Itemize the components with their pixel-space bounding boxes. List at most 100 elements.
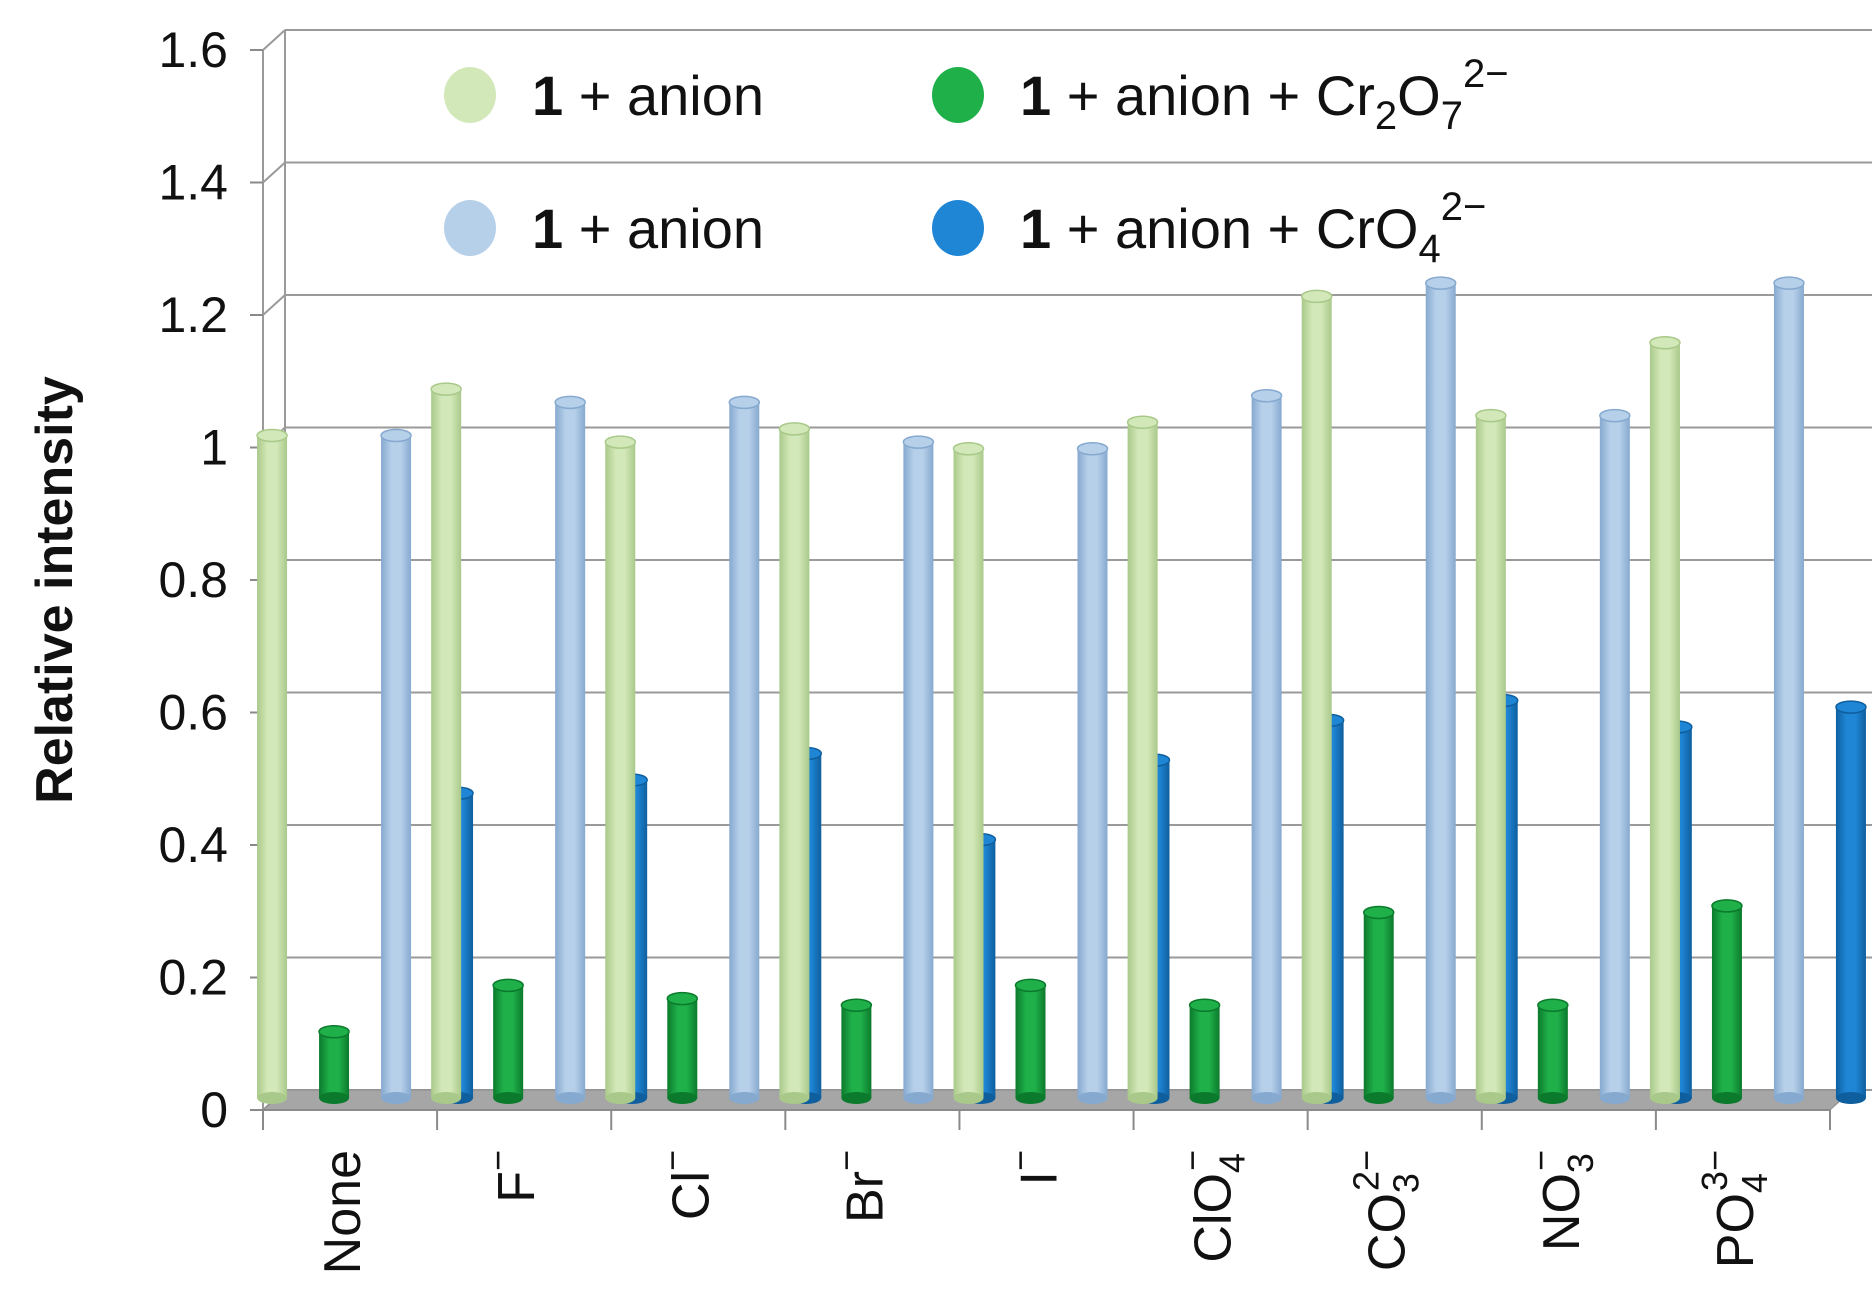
x-tick-label: PO43−	[1694, 1150, 1775, 1268]
bar-top	[604, 435, 637, 449]
bar-base	[431, 1092, 462, 1104]
bar-base	[729, 1092, 760, 1104]
bar	[1537, 998, 1569, 1104]
bar	[1014, 978, 1047, 1104]
bar-body	[1835, 707, 1866, 1098]
legend-marker	[444, 67, 496, 123]
legend-item: 1 + anion	[444, 64, 764, 127]
bar	[1362, 905, 1395, 1104]
legend-label: 1 + anion + Cr2O72−	[1020, 52, 1509, 138]
grid	[262, 29, 1872, 1111]
bar-top	[1300, 289, 1333, 304]
bar	[1188, 998, 1221, 1104]
bar-body	[1425, 283, 1456, 1098]
y-tick-label: 1.4	[158, 155, 228, 211]
legend-label: 1 + anion	[532, 197, 764, 260]
bar	[492, 978, 524, 1104]
bar-body	[1649, 342, 1680, 1098]
bar-base	[667, 1092, 698, 1104]
bar	[1773, 276, 1805, 1104]
x-tick-label: None	[314, 1150, 372, 1274]
bar-top	[1362, 905, 1395, 920]
x-tick-label: Br−	[825, 1150, 894, 1223]
bar-body	[1251, 395, 1282, 1098]
bar	[380, 428, 412, 1104]
bar-base	[1773, 1092, 1804, 1104]
x-tick-label: ClO4−	[1172, 1150, 1253, 1263]
bar-body	[1363, 912, 1394, 1098]
bar-top	[318, 1025, 350, 1039]
bar	[1424, 276, 1457, 1104]
bar-body	[605, 442, 636, 1098]
y-tick-label: 0	[200, 1082, 228, 1138]
bar-top	[1773, 276, 1805, 290]
bar	[1475, 408, 1507, 1104]
bar-body	[493, 985, 524, 1098]
bar	[666, 991, 699, 1104]
bar-body	[1077, 448, 1108, 1098]
x-axis: None F− Cl− Br− I− ClO4− CO32− NO3− PO43−	[262, 1110, 1831, 1274]
bar-top	[380, 428, 412, 443]
bar-top	[1076, 442, 1109, 456]
bar-body	[319, 1031, 350, 1098]
bar	[1126, 415, 1159, 1104]
bar-base	[953, 1092, 984, 1104]
bar-base	[841, 1092, 872, 1104]
bar	[318, 1025, 350, 1104]
legend-marker	[932, 67, 984, 123]
bar-body	[779, 428, 810, 1098]
x-tick-label: CO32−	[1346, 1150, 1427, 1271]
bar-body	[1599, 415, 1630, 1098]
bar-top	[666, 991, 699, 1006]
bar-top	[840, 998, 873, 1012]
legend-item: 1 + anion + CrO42−	[932, 185, 1486, 271]
bar	[1711, 899, 1743, 1104]
legend-item: 1 + anion	[444, 197, 764, 260]
legend-marker	[444, 200, 496, 256]
bar-base	[555, 1092, 586, 1104]
x-tick-label: I−	[1000, 1150, 1069, 1185]
bar-base	[319, 1092, 350, 1104]
bar-base	[1301, 1092, 1332, 1104]
legend-label: 1 + anion	[532, 64, 764, 127]
bar-top	[1835, 700, 1867, 714]
x-tick-label: Cl−	[651, 1150, 720, 1220]
bar-top	[1711, 899, 1743, 913]
bar	[1599, 408, 1631, 1104]
bar	[554, 395, 586, 1104]
bar-base	[903, 1092, 934, 1104]
bar-base	[1189, 1092, 1220, 1104]
legend-label: 1 + anion + CrO42−	[1020, 185, 1486, 271]
bar-body	[1475, 415, 1506, 1098]
bar	[604, 435, 637, 1104]
bar-top	[952, 442, 985, 456]
bar-body	[903, 442, 934, 1098]
bar-base	[1711, 1092, 1742, 1104]
bar-base	[1077, 1092, 1108, 1104]
bar-body	[555, 402, 586, 1098]
bar-base	[1599, 1092, 1630, 1104]
bar	[840, 998, 873, 1104]
bar-body	[1015, 985, 1046, 1098]
bar-base	[493, 1092, 524, 1104]
bar	[1649, 336, 1681, 1104]
bar-body	[1301, 296, 1332, 1098]
bar-base	[779, 1092, 810, 1104]
bar-body	[257, 435, 288, 1098]
bar-body	[1711, 905, 1742, 1098]
y-tick-label: 0.6	[158, 685, 228, 741]
bar-base	[1475, 1092, 1506, 1104]
y-tick-label: 0.4	[158, 817, 228, 873]
gridline-side	[262, 29, 286, 51]
bar	[728, 395, 761, 1104]
x-tick-label: NO3−	[1520, 1150, 1601, 1251]
bar	[430, 382, 462, 1104]
y-tick-label: 0.8	[158, 552, 228, 608]
bar-body	[381, 435, 412, 1098]
bar-top	[492, 978, 524, 993]
bar-base	[605, 1092, 636, 1104]
bar-body	[841, 1005, 872, 1098]
bar-body	[667, 998, 698, 1098]
bar-base	[257, 1092, 288, 1104]
